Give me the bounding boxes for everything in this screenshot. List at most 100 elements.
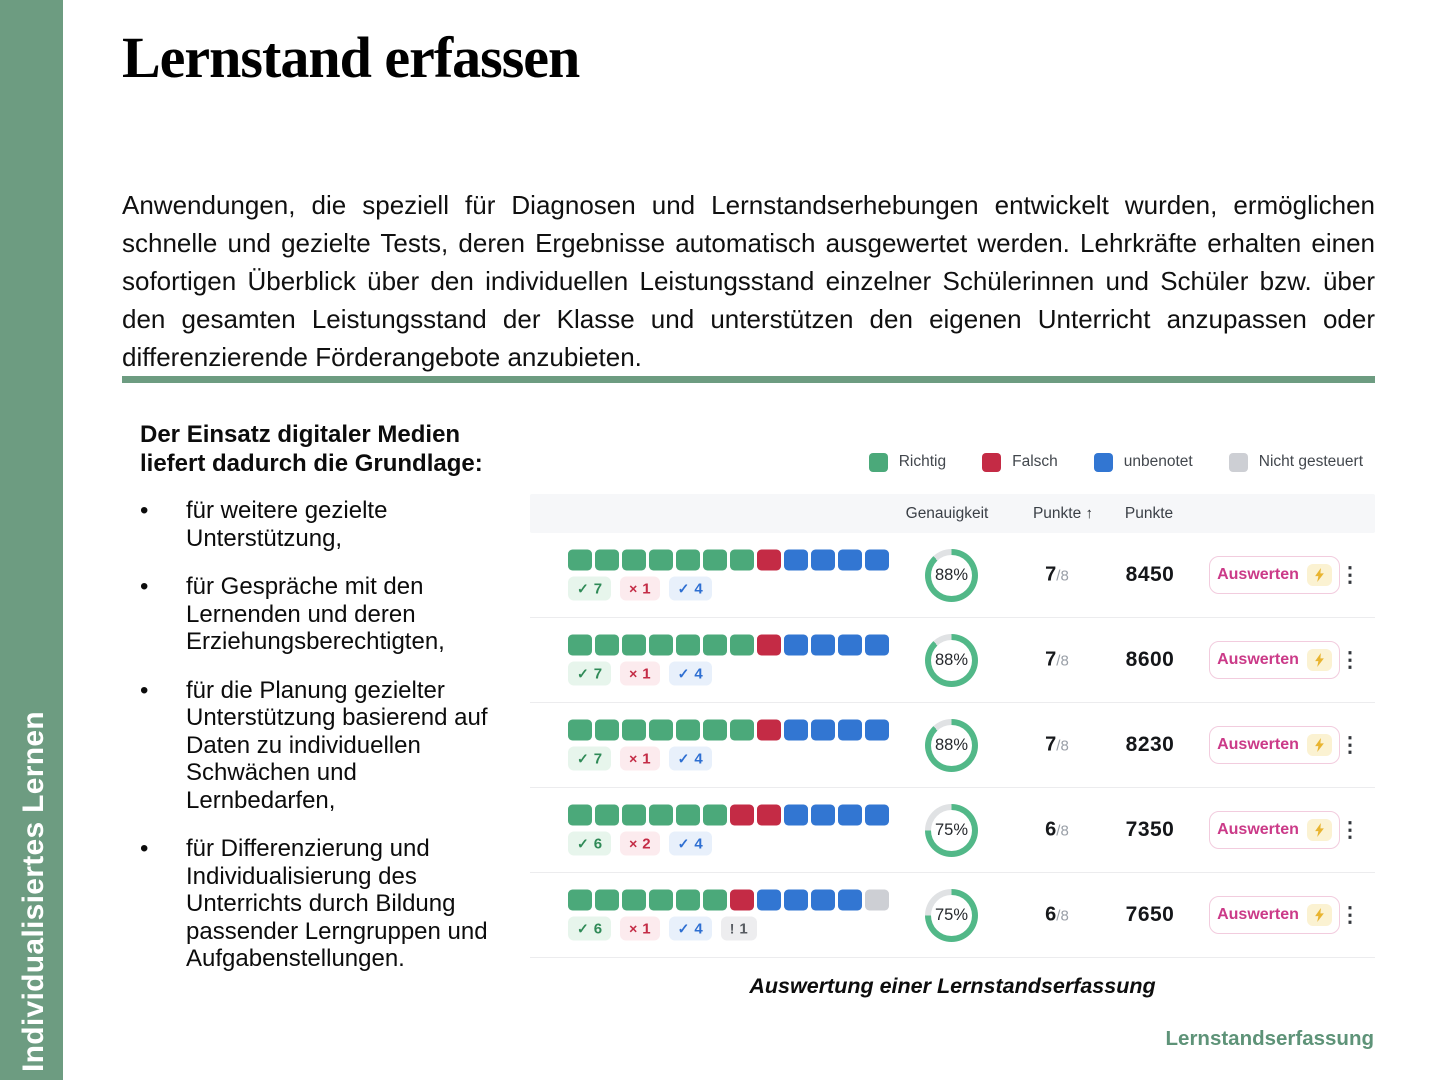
badge-correct: ✓ 6 bbox=[568, 831, 612, 856]
square-ungraded bbox=[811, 804, 835, 826]
auswerten-button[interactable]: Auswerten bbox=[1209, 811, 1340, 849]
lightning-icon bbox=[1306, 819, 1332, 841]
accuracy-donut: 75% bbox=[925, 888, 978, 942]
badge-count: 4 bbox=[694, 920, 703, 937]
table-row: ✓ 7 × 1 ✓ 4 88% 7/8 8450 Auswerten ⋮ bbox=[530, 533, 1375, 618]
auswerten-button[interactable]: Auswerten bbox=[1209, 556, 1340, 594]
table-row: ✓ 6 × 1 ✓ 4! 1 75% 6/8 7650 Auswerten ⋮ bbox=[530, 873, 1375, 958]
auswerten-button[interactable]: Auswerten bbox=[1209, 641, 1340, 679]
score-value: 6/8 bbox=[1045, 818, 1069, 841]
square-correct bbox=[703, 634, 727, 656]
square-correct bbox=[595, 634, 619, 656]
result-squares bbox=[568, 889, 889, 911]
square-ungraded bbox=[838, 889, 862, 911]
square-ungraded bbox=[865, 634, 889, 656]
square-wrong bbox=[730, 804, 754, 826]
square-correct bbox=[703, 549, 727, 571]
square-ungraded bbox=[865, 804, 889, 826]
legend-label: unbenotet bbox=[1123, 453, 1193, 470]
score-value: 7/8 bbox=[1045, 563, 1069, 586]
result-distribution: ✓ 7 × 1 ✓ 4 bbox=[568, 549, 889, 601]
row-menu-button[interactable]: ⋮ bbox=[1339, 818, 1361, 842]
column-header-punkte[interactable]: Punkte bbox=[1124, 504, 1174, 522]
footer-topic-label: Lernstandserfassung bbox=[1165, 1027, 1374, 1050]
square-correct bbox=[730, 634, 754, 656]
square-correct bbox=[649, 889, 673, 911]
badge-ungraded: ✓ 4 bbox=[668, 661, 712, 686]
lightning-icon bbox=[1306, 649, 1332, 671]
result-distribution: ✓ 7 × 1 ✓ 4 bbox=[568, 634, 889, 686]
square-correct bbox=[595, 719, 619, 741]
square-ungraded bbox=[838, 804, 862, 826]
badge-correct: ✓ 7 bbox=[568, 576, 612, 601]
auswerten-button[interactable]: Auswerten bbox=[1209, 896, 1340, 934]
auswerten-button[interactable]: Auswerten bbox=[1209, 726, 1340, 764]
square-correct bbox=[568, 889, 592, 911]
badge-ungraded-icon: ✓ bbox=[677, 580, 690, 596]
bullet-text: für weitere gezielte Unterstützung, bbox=[186, 497, 388, 552]
legend-item-correct: Richtig bbox=[868, 452, 946, 472]
row-menu-button[interactable]: ⋮ bbox=[1339, 733, 1361, 757]
square-ungraded bbox=[811, 889, 835, 911]
result-distribution: ✓ 7 × 1 ✓ 4 bbox=[568, 719, 889, 771]
legend-swatch-correct bbox=[868, 452, 888, 472]
accuracy-donut: 88% bbox=[925, 548, 978, 602]
table-body: ✓ 7 × 1 ✓ 4 88% 7/8 8450 Auswerten ⋮ ✓ 7 × 1 ✓ 4 88% 7/8 86… bbox=[530, 533, 1375, 958]
badge-count: 2 bbox=[642, 835, 651, 852]
badge-ungraded: ✓ 4 bbox=[668, 576, 712, 601]
square-wrong bbox=[757, 719, 781, 741]
sidebar: Individualisiertes Lernen bbox=[0, 0, 63, 1080]
bullet-text: für Gespräche mit den Lernenden und dere… bbox=[186, 573, 445, 655]
legend-swatch-wrong bbox=[982, 452, 1002, 472]
legend-swatch-ungraded bbox=[1093, 452, 1113, 472]
row-menu-button[interactable]: ⋮ bbox=[1339, 648, 1361, 672]
score-max: /8 bbox=[1056, 822, 1069, 840]
auswerten-button-label: Auswerten bbox=[1217, 651, 1299, 668]
badge-wrong-icon: × bbox=[629, 920, 638, 937]
lightning-icon bbox=[1306, 904, 1332, 926]
score-max: /8 bbox=[1056, 737, 1069, 755]
bullet-list: • für weitere gezielte Unterstützung, • für… bbox=[140, 497, 496, 973]
square-ungraded bbox=[784, 634, 808, 656]
panel-heading: Der Einsatz digitaler Medien liefert dad… bbox=[140, 421, 483, 477]
table-row: ✓ 7 × 1 ✓ 4 88% 7/8 8600 Auswerten ⋮ bbox=[530, 618, 1375, 703]
column-header-genauigkeit[interactable]: Genauigkeit bbox=[905, 504, 989, 522]
square-correct bbox=[622, 549, 646, 571]
square-ungraded bbox=[811, 549, 835, 571]
square-wrong bbox=[757, 549, 781, 571]
intro-paragraph: Anwendungen, die speziell für Diagnosen … bbox=[122, 190, 1375, 372]
badge-ungraded-icon: ✓ bbox=[677, 835, 690, 851]
figure-caption: Auswertung einer Lernstandserfassung bbox=[749, 974, 1156, 998]
sort-arrow-icon: ↑ bbox=[1085, 504, 1094, 522]
square-ungraded bbox=[811, 634, 835, 656]
badge-unscored-icon: ! bbox=[729, 920, 735, 937]
square-correct bbox=[676, 804, 700, 826]
badge-wrong: × 1 bbox=[620, 661, 660, 686]
result-squares bbox=[568, 719, 889, 741]
badge-wrong: × 2 bbox=[620, 831, 660, 856]
square-ungraded bbox=[838, 549, 862, 571]
points-value: 8230 bbox=[1125, 733, 1175, 756]
row-menu-button[interactable]: ⋮ bbox=[1339, 563, 1361, 587]
badge-count: 1 bbox=[739, 920, 748, 937]
auswerten-button-label: Auswerten bbox=[1217, 821, 1299, 838]
square-correct bbox=[676, 634, 700, 656]
sidebar-label: Individualisiertes Lernen bbox=[17, 711, 50, 1072]
badge-count: 7 bbox=[593, 750, 603, 767]
square-correct bbox=[649, 549, 673, 571]
result-distribution: ✓ 6 × 1 ✓ 4! 1 bbox=[568, 889, 889, 941]
column-header-punkte-sorted[interactable]: Punkte ↑ bbox=[1032, 504, 1094, 522]
auswerten-button-label: Auswerten bbox=[1217, 906, 1299, 923]
badge-correct-icon: ✓ bbox=[577, 580, 589, 596]
result-badges: ✓ 7 × 1 ✓ 4 bbox=[568, 661, 889, 686]
page-title: Lernstand erfassen bbox=[122, 25, 580, 90]
result-squares bbox=[568, 549, 889, 571]
result-squares bbox=[568, 804, 889, 826]
badge-count: 6 bbox=[593, 920, 603, 937]
badge-count: 7 bbox=[593, 665, 603, 682]
badge-correct-icon: ✓ bbox=[577, 665, 589, 681]
square-ungraded bbox=[865, 549, 889, 571]
badge-ungraded: ✓ 4 bbox=[668, 746, 712, 771]
row-menu-button[interactable]: ⋮ bbox=[1339, 903, 1361, 927]
legend-label: Nicht gesteuert bbox=[1258, 453, 1363, 470]
